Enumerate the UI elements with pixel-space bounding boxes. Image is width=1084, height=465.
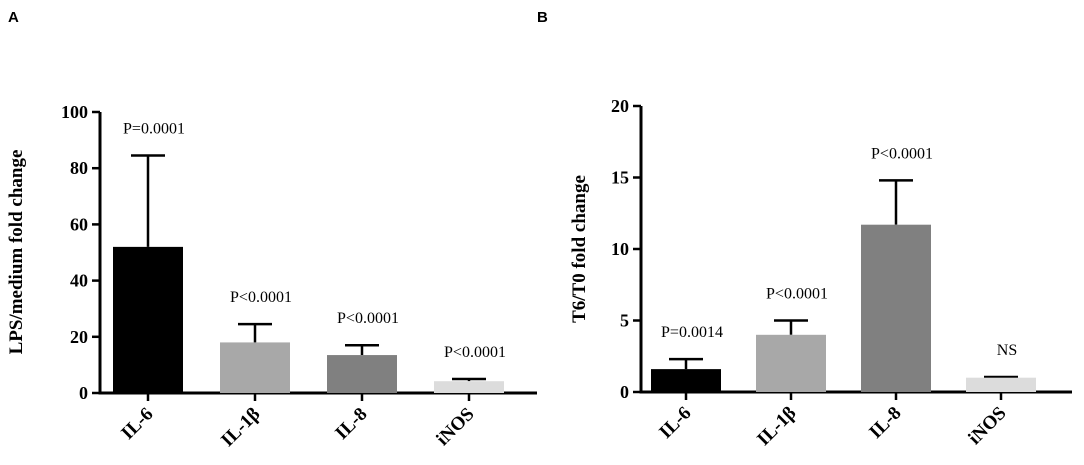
category-label: IL-8 xyxy=(331,404,371,444)
p-value-label: P<0.0001 xyxy=(444,344,506,361)
panel-a: A LPS/medium fold change 0 20 40 60 80 100 IL-6 P… xyxy=(6,9,537,451)
bar-1 xyxy=(220,342,290,393)
p-value-label: P=0.0014 xyxy=(661,324,723,341)
y-tick-label: 0 xyxy=(620,382,629,402)
bar-0 xyxy=(113,246,183,393)
y-tick-label: 40 xyxy=(70,271,88,291)
p-value-label: P<0.0001 xyxy=(337,310,399,327)
panel-letter: B xyxy=(537,9,548,26)
y-tick-label: 10 xyxy=(611,239,629,259)
category-label: IL-1β xyxy=(217,404,264,451)
category-label: IL-6 xyxy=(655,403,695,443)
y-tick-label: 5 xyxy=(620,311,629,331)
p-value-label: P=0.0001 xyxy=(123,121,185,138)
y-tick-label: 20 xyxy=(611,96,629,116)
category-label: IL-6 xyxy=(117,404,157,444)
bar-0 xyxy=(651,369,721,392)
p-value-label: P<0.0001 xyxy=(766,286,828,303)
panel-letter: A xyxy=(8,9,19,26)
category-label: IL-8 xyxy=(865,403,905,443)
y-tick-label: 15 xyxy=(611,168,629,188)
bar-3 xyxy=(434,381,504,393)
y-tick-label: 60 xyxy=(70,214,88,234)
p-value-label: NS xyxy=(997,342,1017,359)
y-tick-label: 20 xyxy=(70,327,88,347)
bar-2 xyxy=(327,355,397,393)
bar-1 xyxy=(756,334,826,392)
category-label: IL-1β xyxy=(753,403,800,450)
p-value-label: P<0.0001 xyxy=(871,145,933,162)
y-tick-label: 0 xyxy=(79,383,88,403)
panel-b: B T6/T0 fold change 0 5 10 15 20 IL-6 P=0.0014 IL… xyxy=(537,9,1072,450)
p-value-label: P<0.0001 xyxy=(230,289,292,306)
y-tick-label: 80 xyxy=(70,158,88,178)
y-axis-title: LPS/medium fold change xyxy=(6,150,27,355)
bar-3 xyxy=(966,377,1036,392)
category-label: iNOS xyxy=(432,404,478,450)
y-tick-label: 100 xyxy=(61,102,88,122)
y-axis-title: T6/T0 fold change xyxy=(569,175,590,323)
category-label: iNOS xyxy=(964,403,1010,449)
bar-2 xyxy=(861,224,931,392)
